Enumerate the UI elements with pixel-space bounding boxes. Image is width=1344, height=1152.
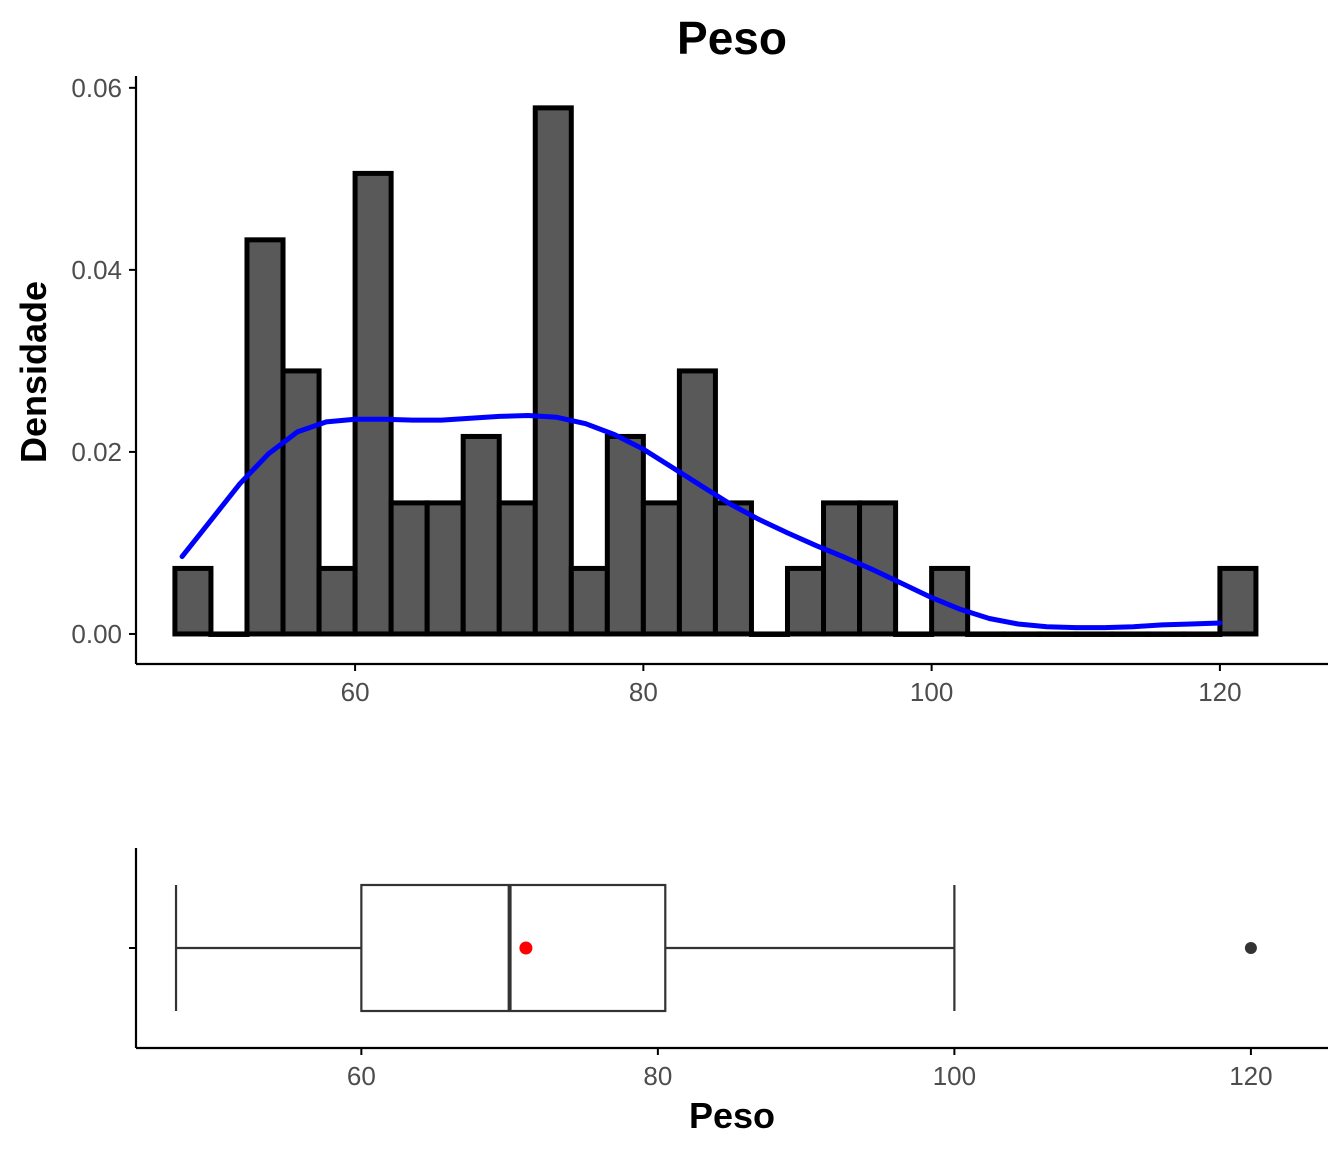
boxplot	[174, 883, 1257, 1013]
histogram-y-tick-label: 0.06	[71, 73, 122, 103]
outlier-point	[1244, 942, 1257, 954]
chart-title: Peso	[677, 12, 787, 64]
boxplot-x-tick-label: 100	[933, 1061, 976, 1091]
boxplot-x-tick-label: 120	[1229, 1061, 1272, 1091]
histogram-bar	[604, 433, 646, 637]
histogram-bar	[424, 500, 466, 637]
histogram-bar	[244, 237, 286, 637]
histogram-bar	[1181, 631, 1223, 637]
histogram-axes: 0.00 0.02 0.04 0.06 60 80 100 120	[71, 73, 1328, 707]
histogram-bar	[352, 170, 394, 637]
boxplot-x-axis-title: Peso	[689, 1095, 775, 1136]
histogram-bar	[388, 500, 430, 637]
histogram-bar	[965, 631, 1007, 637]
histogram-bar	[676, 368, 718, 637]
boxplot-axes: 60 80 100 120	[129, 848, 1328, 1091]
histogram-y-tick-label: 0.04	[71, 255, 122, 285]
histogram-bar	[784, 565, 827, 637]
histogram-bar	[280, 368, 322, 637]
boxplot-x-tick-label: 80	[643, 1061, 672, 1091]
histogram-x-tick-label: 60	[341, 677, 370, 707]
histogram-bar	[1073, 631, 1115, 637]
histogram-y-tick-label: 0.02	[71, 437, 122, 467]
histogram-bar	[712, 500, 754, 637]
histogram-bar	[172, 565, 214, 637]
histogram-x-tick-label: 120	[1198, 677, 1241, 707]
histogram-bar	[568, 565, 610, 637]
density-curve-layer	[179, 413, 1223, 631]
histogram-bar	[1037, 631, 1079, 637]
histogram-bar	[1109, 631, 1151, 637]
histogram-bar	[893, 631, 935, 637]
histogram-bar	[1001, 631, 1043, 637]
histogram-bar	[460, 433, 502, 637]
histogram-bar	[208, 631, 250, 637]
histogram-bar	[821, 500, 863, 637]
histogram-bar	[1145, 631, 1187, 637]
histogram-bar	[316, 565, 358, 637]
histogram-y-axis-title: Densidade	[13, 281, 54, 463]
interquartile-box	[360, 883, 667, 1013]
histogram-bar	[496, 500, 538, 637]
histogram-bars	[172, 105, 1259, 637]
histogram-bar	[640, 500, 682, 637]
density-curve	[179, 413, 1223, 631]
histogram-bar	[748, 631, 790, 637]
boxplot-x-tick-label: 60	[347, 1061, 376, 1091]
histogram-y-tick-label: 0.00	[71, 619, 122, 649]
mean-point	[519, 941, 533, 955]
histogram-bar	[532, 105, 574, 637]
histogram-x-tick-label: 80	[629, 677, 658, 707]
histogram-bar	[1217, 565, 1259, 637]
histogram-x-tick-label: 100	[910, 677, 953, 707]
